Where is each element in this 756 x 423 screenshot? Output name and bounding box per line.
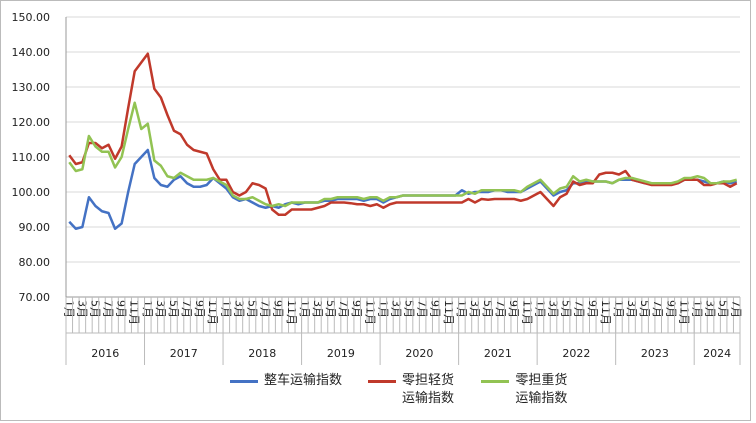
year-label: 2021: [484, 347, 512, 360]
x-tick-label: 7月: [494, 300, 507, 318]
x-tick-label: 3月: [232, 300, 245, 318]
x-tick-label: 9月: [115, 300, 128, 318]
legend-swatch: [481, 380, 510, 383]
legend-label: 整车运输指数: [264, 373, 343, 388]
y-tick-label: 80.00: [19, 256, 51, 269]
y-tick-label: 130.00: [12, 81, 51, 94]
year-label: 2022: [562, 347, 590, 360]
x-tick-label: 3月: [468, 300, 481, 318]
year-label: 2016: [91, 347, 119, 360]
x-tick-label: 5月: [481, 300, 494, 318]
x-tick-label: 3月: [547, 300, 560, 318]
x-tick-label: 5月: [167, 300, 180, 318]
y-tick-label: 70.00: [19, 291, 51, 304]
x-tick-label: 9月: [193, 300, 206, 318]
y-tick-label: 150.00: [12, 11, 51, 24]
x-tick-label: 5月: [717, 300, 730, 318]
x-tick-label: 9月: [586, 300, 599, 318]
y-tick-label: 120.00: [12, 116, 51, 129]
legend-item: 整车运输指数: [230, 372, 342, 408]
x-tick-label: 1月: [376, 300, 389, 318]
x-tick-label: 7月: [259, 300, 272, 318]
x-tick-label: 5月: [403, 300, 416, 318]
x-tick-label: 3月: [311, 300, 324, 318]
x-tick-label: 11月: [128, 300, 141, 325]
x-tick-label: 1月: [219, 300, 232, 318]
x-tick-label: 7月: [416, 300, 429, 318]
x-tick-label: 7月: [730, 300, 743, 318]
x-tick-label: 1月: [533, 300, 546, 318]
year-label: 2020: [405, 347, 433, 360]
x-tick-label: 1月: [62, 300, 75, 318]
x-tick-label: 9月: [429, 300, 442, 318]
x-tick-label: 1月: [455, 300, 468, 318]
legend-item: 零担轻货运输指数: [368, 372, 455, 408]
x-tick-label: 11月: [285, 300, 298, 325]
x-tick-label: 11月: [442, 300, 455, 325]
year-label: 2017: [170, 347, 198, 360]
x-tick-label: 11月: [520, 300, 533, 325]
y-tick-label: 100.00: [12, 186, 51, 199]
x-tick-label: 7月: [102, 300, 115, 318]
year-label: 2018: [248, 347, 276, 360]
x-tick-label: 7月: [573, 300, 586, 318]
legend-label: 零担轻货运输指数: [402, 373, 455, 406]
x-tick-label: 5月: [638, 300, 651, 318]
x-tick-label: 1月: [690, 300, 703, 318]
series-line: [68, 101, 738, 208]
x-tick-label: 3月: [625, 300, 638, 318]
year-label: 2024: [703, 347, 731, 360]
x-tick-label: 1月: [298, 300, 311, 318]
legend-swatch: [230, 380, 258, 383]
year-label: 2023: [641, 347, 669, 360]
x-tick-label: 1月: [141, 300, 154, 318]
legend: 整车运输指数 零担轻货运输指数 零担重货运输指数: [230, 372, 569, 408]
x-tick-label: 7月: [180, 300, 193, 318]
x-tick-label: 3月: [75, 300, 88, 318]
x-tick-label: 7月: [337, 300, 350, 318]
x-tick-label: 9月: [507, 300, 520, 318]
y-tick-label: 140.00: [12, 46, 51, 59]
x-tick-label: 3月: [154, 300, 167, 318]
x-tick-label: 11月: [677, 300, 690, 325]
x-tick-label: 3月: [389, 300, 402, 318]
x-tick-label: 9月: [664, 300, 677, 318]
y-tick-label: 90.00: [19, 221, 51, 234]
x-tick-label: 9月: [272, 300, 285, 318]
series-line: [68, 148, 738, 230]
legend-label: 零担重货运输指数: [515, 373, 568, 406]
series-line: [68, 52, 738, 216]
x-tick-label: 9月: [350, 300, 363, 318]
x-tick-label: 5月: [88, 300, 101, 318]
legend-item: 零担重货运输指数: [481, 372, 568, 408]
x-tick-label: 5月: [560, 300, 573, 318]
x-tick-label: 7月: [651, 300, 664, 318]
x-tick-label: 5月: [245, 300, 258, 318]
x-tick-label: 1月: [612, 300, 625, 318]
x-tick-label: 5月: [324, 300, 337, 318]
y-tick-label: 110.00: [12, 151, 51, 164]
legend-swatch: [368, 380, 397, 383]
x-tick-label: 3月: [704, 300, 717, 318]
x-tick-label: 11月: [363, 300, 376, 325]
x-tick-label: 11月: [206, 300, 219, 325]
x-tick-label: 11月: [599, 300, 612, 325]
year-label: 2019: [327, 347, 355, 360]
